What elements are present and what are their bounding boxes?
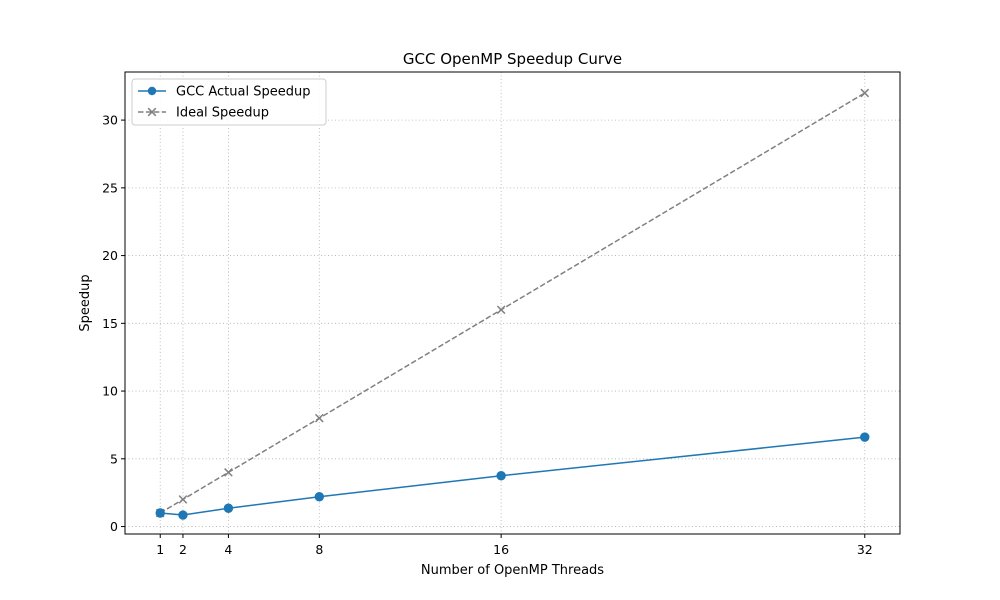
series-layer [155,88,870,520]
legend-item-gcc-actual-speedup: GCC Actual Speedup [138,85,310,100]
data-point [496,305,506,315]
legend-item-ideal-speedup: Ideal Speedup [138,106,269,121]
y-tick-label: 0 [110,519,118,534]
data-point [178,495,188,504]
data-point [155,508,165,518]
legend-marker [147,86,157,96]
data-point [860,432,870,442]
plot-frame [124,71,901,535]
legend-label: Ideal Speedup [176,106,269,121]
series-line [160,436,865,516]
x-axis-ticks: 1 2 4 8 16 32 [156,534,873,557]
data-point [223,503,234,513]
x-tick-label: 1 [156,542,164,557]
data-point [314,413,324,423]
legend-box [131,78,327,126]
y-tick-label: 20 [102,248,118,263]
y-tick-label: 10 [102,384,118,399]
x-tick-label: 4 [224,542,232,557]
grid [125,72,900,534]
data-point [224,468,233,477]
y-tick-label: 15 [102,316,118,331]
x-tick-label: 16 [493,542,509,557]
y-axis-label: Speedup [78,274,93,331]
data-point [496,471,506,481]
x-tick-label: 2 [179,542,187,557]
legend-marker [147,107,157,117]
legend-label: GCC Actual Speedup [176,85,310,100]
y-axis-ticks: 0 5 10 15 20 25 30 [102,113,125,534]
legend: GCC Actual Speedup Ideal Speedup [131,78,327,126]
y-tick-label: 30 [102,113,118,128]
series-line [159,92,866,514]
data-point [314,492,325,502]
x-tick-label: 32 [857,542,873,557]
series-gcc-actual-speedup [155,432,870,520]
data-point [860,88,870,98]
y-tick-label: 5 [110,451,118,466]
data-point [178,510,188,520]
chart-title: GCC OpenMP Speedup Curve [403,50,622,68]
y-tick-label: 25 [102,180,118,195]
series-ideal-speedup [155,88,870,518]
x-tick-label: 8 [315,542,323,557]
x-axis-label: Number of OpenMP Threads [421,563,604,578]
